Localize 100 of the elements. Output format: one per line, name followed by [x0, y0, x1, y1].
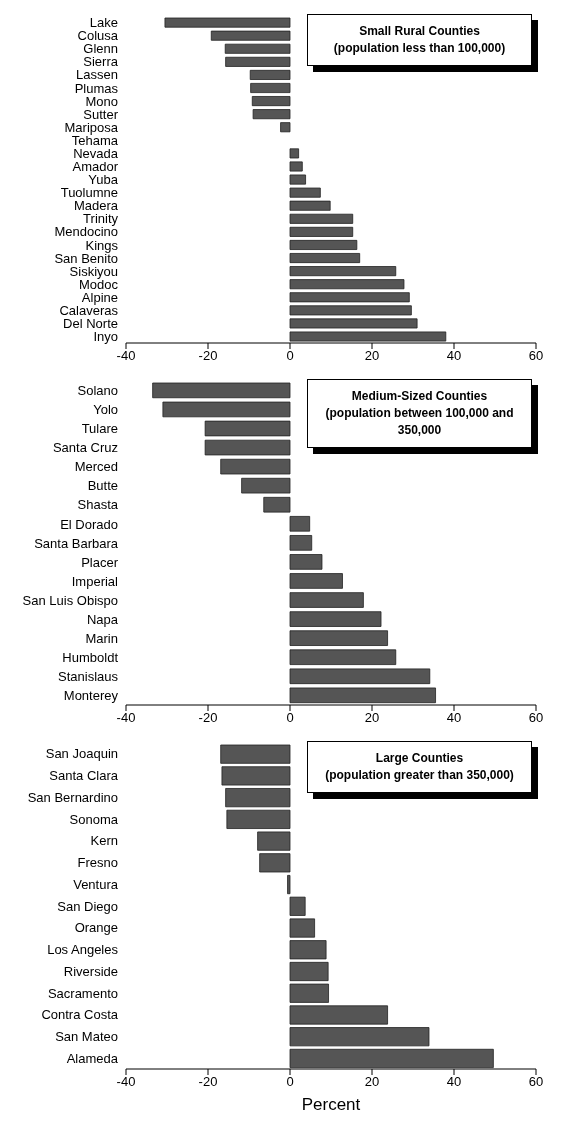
- y-tick-label: San Bernardino: [27, 789, 118, 805]
- y-tick-label: Sutter: [83, 106, 119, 122]
- x-tick-label: 0: [286, 710, 294, 726]
- bar: [289, 148, 300, 159]
- bar: [257, 831, 291, 851]
- bar: [164, 17, 291, 28]
- bar: [289, 554, 323, 570]
- y-tick-label: Santa Clara: [49, 768, 119, 784]
- bar: [224, 43, 291, 54]
- x-tick-label: 60: [528, 348, 544, 364]
- bar: [225, 56, 291, 67]
- bar: [289, 1005, 388, 1025]
- bar: [289, 187, 321, 198]
- y-tick-label: Mono: [85, 93, 118, 109]
- bar: [289, 535, 313, 551]
- bar: [280, 122, 291, 133]
- bar: [225, 788, 291, 808]
- y-tick-label: Tuolumne: [60, 185, 118, 201]
- x-tick-label: -20: [198, 348, 218, 364]
- bar: [249, 69, 291, 80]
- y-tick-label: Sierra: [83, 54, 119, 70]
- y-tick-label: Placer: [81, 554, 119, 570]
- y-tick-label: Amador: [72, 159, 119, 175]
- y-tick-label: Ventura: [73, 876, 119, 892]
- bar: [289, 940, 327, 960]
- y-tick-label: Shasta: [77, 497, 119, 513]
- bar: [289, 266, 397, 277]
- bar: [152, 382, 291, 399]
- bar: [289, 1027, 430, 1047]
- x-tick-label: -40: [116, 710, 136, 726]
- y-tick-label: Sonoma: [69, 811, 119, 827]
- x-tick-label: 0: [286, 1074, 294, 1090]
- y-tick-label: Marin: [85, 630, 118, 646]
- y-tick-label: Colusa: [77, 28, 119, 44]
- x-tick-label: 20: [364, 710, 380, 726]
- bar: [221, 766, 291, 786]
- bar: [241, 477, 291, 494]
- y-tick-label: El Dorado: [60, 516, 118, 532]
- y-tick-label: Mariposa: [64, 119, 119, 135]
- y-tick-label: Napa: [86, 611, 119, 627]
- bar: [289, 292, 410, 303]
- bar: [289, 253, 361, 264]
- y-tick-label: Monterey: [63, 688, 119, 704]
- bar: [287, 875, 291, 895]
- y-tick-label: Riverside: [63, 963, 118, 979]
- bar: [251, 96, 291, 107]
- y-tick-label: Nevada: [73, 145, 119, 161]
- y-tick-label: Trinity: [83, 211, 119, 227]
- bar: [220, 458, 291, 475]
- x-tick-label: 40: [446, 710, 462, 726]
- y-tick-label: Butte: [87, 478, 118, 494]
- bar: [252, 109, 291, 120]
- x-axis-title: Percent: [300, 1095, 362, 1115]
- y-tick-label: Stanislaus: [58, 669, 119, 685]
- bar: [289, 630, 388, 646]
- y-tick-label: San Luis Obispo: [22, 592, 118, 608]
- bar: [289, 318, 418, 329]
- bar: [289, 573, 343, 589]
- bar: [289, 983, 329, 1003]
- y-tick-label: San Mateo: [55, 1029, 118, 1045]
- bar: [289, 668, 431, 685]
- y-tick-label: Santa Cruz: [52, 440, 118, 456]
- y-tick-label: Alpine: [81, 289, 118, 305]
- y-tick-label: Yuba: [88, 172, 119, 188]
- y-tick-label: Contra Costa: [41, 1007, 119, 1023]
- bar: [289, 896, 306, 916]
- bar: [250, 83, 291, 93]
- y-tick-label: San Diego: [57, 898, 118, 914]
- x-tick-label: 40: [446, 348, 462, 364]
- y-tick-label: Del Norte: [63, 315, 118, 331]
- bar: [289, 174, 306, 185]
- bar: [289, 918, 315, 938]
- x-tick-label: -40: [116, 1074, 136, 1090]
- bar: [289, 592, 364, 608]
- y-tick-label: Imperial: [71, 573, 119, 589]
- bar: [210, 30, 291, 41]
- bar: [204, 420, 291, 437]
- y-tick-label: Alameda: [66, 1050, 119, 1066]
- bar: [289, 161, 303, 172]
- x-tick-label: 0: [286, 348, 294, 364]
- bar: [289, 213, 354, 224]
- bar: [289, 687, 436, 704]
- y-tick-label: Tulare: [81, 421, 118, 437]
- x-tick-label: 20: [364, 348, 380, 364]
- x-tick-label: 20: [364, 1074, 380, 1090]
- bar: [289, 226, 354, 237]
- y-tick-label: Merced: [74, 459, 118, 475]
- bar: [226, 809, 291, 829]
- bar: [259, 853, 291, 873]
- y-tick-label: Los Angeles: [47, 942, 119, 958]
- y-tick-label: Orange: [74, 920, 118, 936]
- y-tick-label: Fresno: [77, 855, 118, 871]
- y-tick-label: Sacramento: [47, 985, 118, 1001]
- y-tick-label: Inyo: [93, 329, 118, 345]
- y-tick-label: Plumas: [74, 80, 119, 96]
- x-tick-label: 40: [446, 1074, 462, 1090]
- x-tick-label: 60: [528, 1074, 544, 1090]
- bar: [289, 961, 329, 982]
- bar: [204, 439, 291, 456]
- bar: [162, 401, 291, 418]
